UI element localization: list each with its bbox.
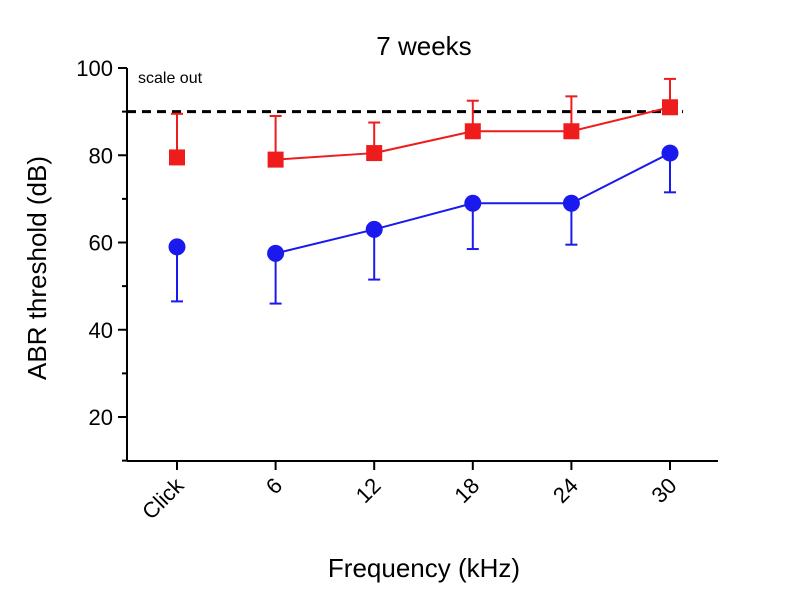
data-point-square — [662, 99, 678, 116]
scale-out-annotation: scale out — [138, 70, 203, 87]
data-point-square — [267, 151, 284, 168]
data-point-square — [169, 149, 185, 166]
data-point-circle — [661, 144, 679, 162]
data-point-circle — [365, 220, 383, 238]
data-point-circle — [464, 194, 482, 212]
y-tick-label: 20 — [89, 405, 113, 430]
plot-area: 20 40 60 80 100 Click 6 12 18 24 30 scale out — [76, 56, 718, 524]
y-tick-label: 60 — [89, 231, 113, 256]
x-tick-label: 6 — [261, 473, 287, 499]
x-tick-label: 24 — [548, 473, 583, 508]
x-axis-label: Frequency (kHz) — [328, 553, 520, 583]
x-tick-label: 30 — [647, 473, 682, 508]
y-tick-label: 80 — [89, 143, 113, 168]
x-tick-label: 18 — [449, 473, 484, 508]
data-point-circle — [267, 244, 285, 262]
data-point-square — [563, 123, 580, 140]
data-point-square — [366, 145, 383, 162]
y-axis-label: ABR threshold (dB) — [22, 156, 52, 380]
y-tick-label: 40 — [89, 318, 113, 343]
data-point-square — [464, 123, 481, 140]
data-point-circle — [168, 238, 186, 256]
data-point-circle — [562, 194, 580, 212]
x-tick-label: Click — [137, 472, 189, 524]
x-tick-label: 12 — [351, 473, 386, 508]
y-tick-label: 100 — [76, 56, 113, 81]
chart-title: 7 weeks — [376, 31, 471, 61]
